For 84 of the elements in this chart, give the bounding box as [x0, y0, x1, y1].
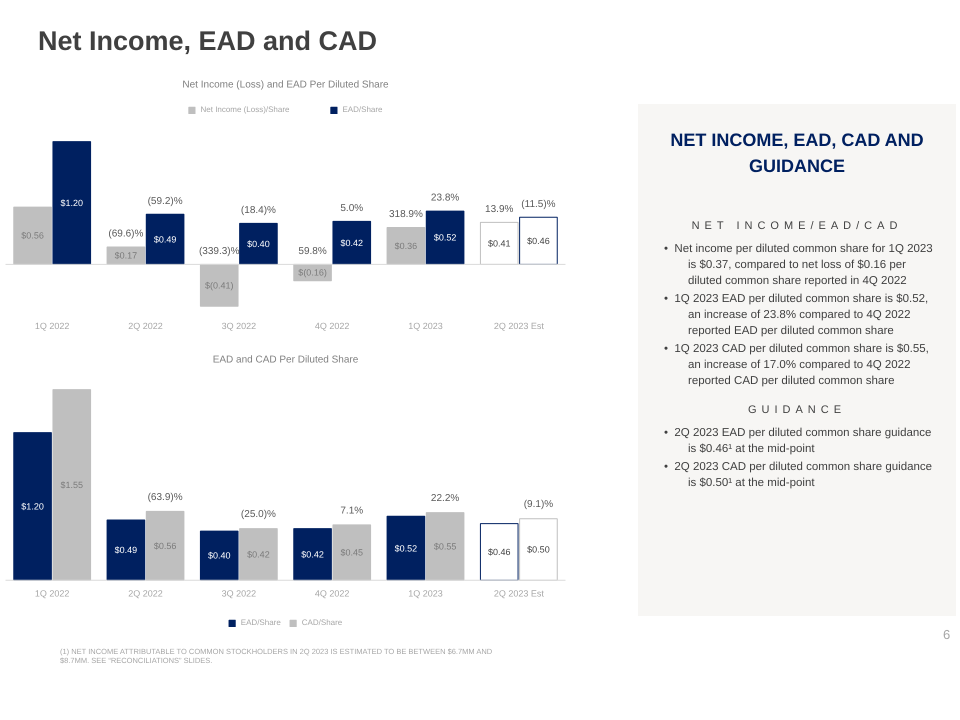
bar	[146, 214, 184, 265]
annotation: 5.0%	[340, 202, 364, 214]
annotation: (11.5)%	[521, 198, 556, 210]
x-tick-label: 3Q 2022	[222, 588, 256, 599]
legend-label: CAD/Share	[302, 618, 342, 627]
data-label: $(0.16)	[298, 268, 327, 278]
bar	[239, 222, 278, 265]
bar	[293, 528, 332, 581]
annotation: (59.2)%	[148, 196, 183, 207]
data-label: $1.20	[60, 198, 84, 208]
data-label: $0.50	[527, 544, 550, 555]
annotation: 7.1%	[340, 505, 364, 516]
data-label: $1.55	[60, 480, 84, 490]
data-label: $(0.41)	[204, 280, 234, 290]
x-tick-label: 1Q 2023	[408, 321, 443, 332]
annotation: 59.8%	[298, 246, 327, 257]
x-tick-label: 3Q 2022	[222, 321, 256, 332]
data-label: $0.42	[340, 238, 364, 248]
x-tick-label: 1Q 2022	[34, 588, 70, 599]
data-label: $0.46	[527, 236, 550, 246]
bar	[386, 516, 426, 581]
chart-title: Net Income (Loss) and EAD Per Diluted Share	[182, 80, 390, 90]
data-label: $0.42	[247, 549, 270, 560]
data-label: $0.52	[394, 543, 418, 554]
bar	[426, 512, 464, 581]
data-label: $0.56	[154, 540, 176, 551]
bar	[106, 519, 146, 581]
bar	[13, 432, 52, 581]
x-tick-label: 2Q 2022	[128, 588, 163, 599]
x-tick-label: 4Q 2022	[314, 588, 350, 599]
text: • 2Q 2023 CAD per diluted common share guidance is $0.50¹ at the mid-point	[664, 460, 934, 491]
annotation: (69.6)%	[108, 228, 144, 240]
text: • Net income per diluted common share for 1Q 2023 is $0.37, compared to net loss of $0.16 per diluted common share reported in 4Q 2022	[664, 242, 934, 290]
data-label: $0.36	[394, 240, 418, 251]
text: 6	[943, 626, 950, 644]
legend-label: Net Income (Loss)/Share	[200, 105, 290, 114]
data-label: $0.45	[340, 548, 364, 558]
x-tick-label: 2Q 2022	[128, 321, 163, 332]
text: Net Income, EAD and CAD	[38, 25, 378, 58]
data-label: $0.52	[434, 232, 456, 243]
x-tick-label: 4Q 2022	[314, 321, 350, 332]
annotation: 23.8%	[430, 192, 460, 204]
bar	[52, 389, 92, 581]
data-label: $0.17	[114, 250, 138, 261]
data-label: $0.40	[208, 550, 231, 561]
bar	[426, 210, 464, 265]
text: GUIDANCE	[746, 403, 848, 418]
text: • 2Q 2023 EAD per diluted common share guidance is $0.46¹ at the mid-point	[664, 426, 932, 457]
legend-label: EAD/Share	[240, 618, 281, 627]
text: NET INCOME, EAD, CAD AND GUIDANCE	[669, 129, 925, 178]
bar	[200, 530, 239, 581]
data-label: $0.41	[488, 238, 511, 248]
annotation: 318.9%	[388, 209, 423, 220]
data-label: $0.40	[247, 238, 270, 249]
bar	[52, 141, 92, 265]
x-tick-label: 2Q 2023 Est	[494, 321, 544, 332]
bar	[200, 264, 239, 307]
bar	[239, 528, 278, 581]
bar	[146, 510, 184, 581]
annotation: (25.0)%	[240, 509, 276, 520]
annotation: 22.2%	[430, 493, 460, 504]
annotation: (63.9)%	[148, 492, 183, 503]
data-label: $0.49	[114, 545, 138, 556]
bar	[332, 524, 372, 581]
text: NET INCOME/EAD/CAD	[690, 219, 904, 234]
data-label: $1.20	[21, 501, 44, 512]
x-tick-label: 1Q 2022	[34, 321, 70, 332]
data-label: $0.49	[154, 234, 176, 244]
bar	[332, 220, 372, 265]
data-label: $0.42	[301, 549, 324, 560]
legend-label: EAD/Share	[342, 105, 382, 114]
annotation: (9.1)%	[524, 499, 554, 510]
text: • 1Q 2023 EAD per diluted common share is $0.52, an increase of 23.8% compared to 4Q 2022 reported EAD per diluted common share	[664, 292, 930, 340]
annotation: (18.4)%	[240, 205, 276, 216]
data-label: $0.55	[434, 541, 456, 552]
bar	[13, 206, 52, 265]
data-label: $0.46	[488, 546, 511, 557]
annotation: 13.9%	[485, 204, 514, 215]
text: • 1Q 2023 CAD per diluted common share is $0.55, an increase of 17.0% compared to 4Q 2022 reported CAD per diluted common share	[664, 342, 930, 390]
x-tick-label: 1Q 2023	[408, 588, 443, 599]
bar	[386, 227, 426, 265]
data-label: $0.56	[21, 230, 44, 241]
chart-title: EAD and CAD Per Diluted Share	[212, 354, 359, 366]
x-tick-label: 2Q 2023 Est	[494, 588, 544, 599]
